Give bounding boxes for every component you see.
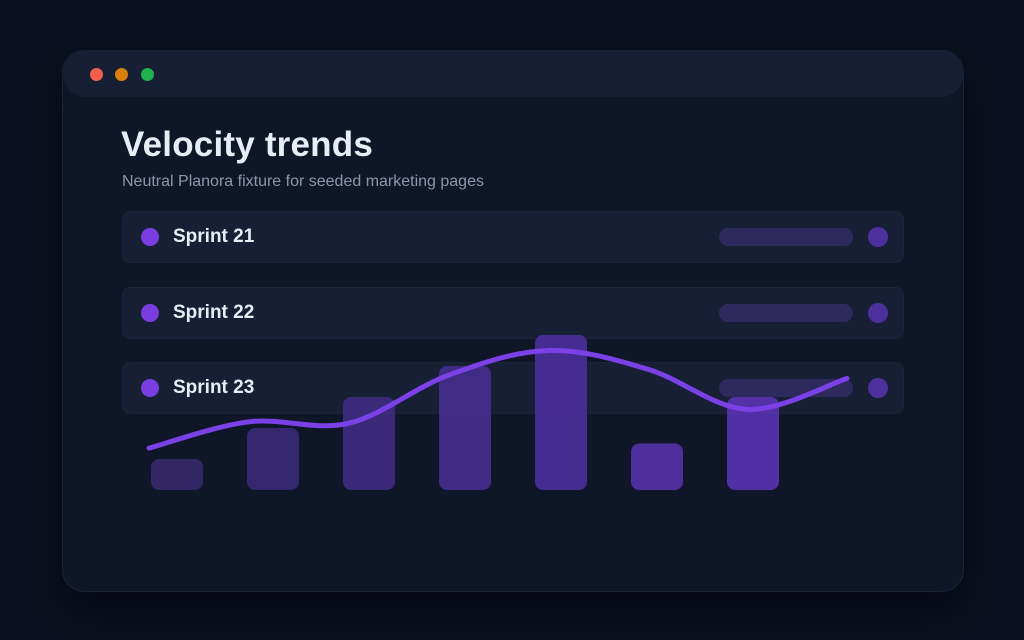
chart-bar [631,443,683,490]
sprint-progress-bar [719,379,853,397]
page-title: Velocity trends [121,125,373,164]
sprint-action-dot[interactable] [868,227,888,247]
chart-bar [247,428,299,490]
sprint-action-dot[interactable] [868,303,888,323]
chart-bar [343,397,395,490]
close-window-button[interactable] [90,68,103,81]
trend-line [146,347,850,451]
sprint-row-22[interactable]: Sprint 22 [122,287,904,339]
app-window: Velocity trends Neutral Planora fixture … [62,50,964,592]
sprint-label: Sprint 23 [173,377,255,398]
title-bar [63,51,963,97]
sprint-progress-bar [719,304,853,322]
chart-bar [727,397,779,490]
sprint-action-dot[interactable] [868,378,888,398]
chart-bar [151,459,203,490]
chart-bar [535,335,587,490]
minimize-window-button[interactable] [115,68,128,81]
sprint-label: Sprint 22 [173,302,255,323]
page-subtitle: Neutral Planora fixture for seeded marke… [122,173,484,190]
velocity-chart [146,335,850,490]
sprint-status-dot [141,304,159,322]
sprint-row-21[interactable]: Sprint 21 [122,211,904,263]
sprint-status-dot [141,228,159,246]
maximize-window-button[interactable] [141,68,154,81]
sprint-status-dot [141,379,159,397]
sprint-progress-bar [719,228,853,246]
sprint-label: Sprint 21 [173,226,255,247]
chart-bar [439,366,491,490]
